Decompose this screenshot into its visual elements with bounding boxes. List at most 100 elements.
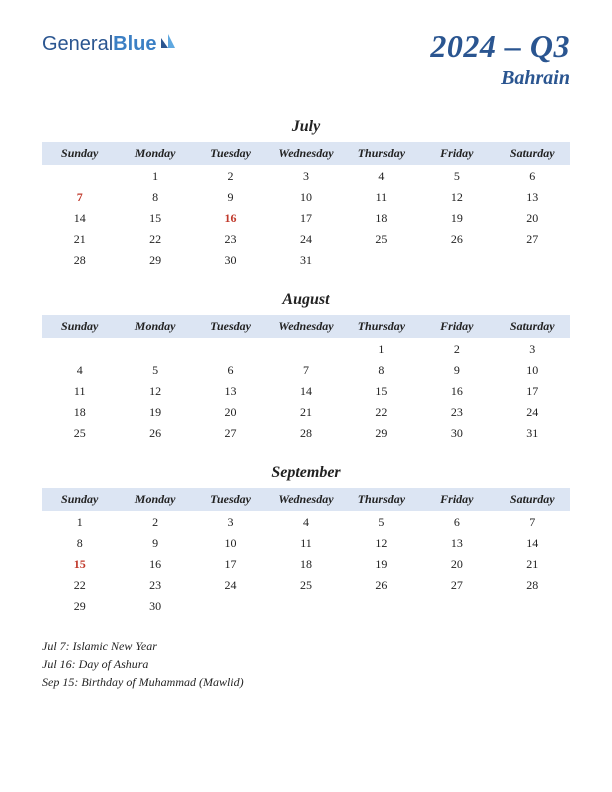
day-cell: 8 — [344, 360, 419, 381]
day-header: Friday — [419, 315, 494, 339]
day-cell: 6 — [193, 360, 268, 381]
day-cell: 6 — [495, 166, 570, 188]
day-cell: 27 — [419, 575, 494, 596]
calendar-table: SundayMondayTuesdayWednesdayThursdayFrid… — [42, 488, 570, 617]
day-cell: 30 — [193, 250, 268, 271]
day-cell: 19 — [117, 402, 192, 423]
day-cell: 1 — [344, 339, 419, 361]
day-cell: 7 — [495, 512, 570, 534]
day-cell: 25 — [344, 229, 419, 250]
day-cell: 23 — [117, 575, 192, 596]
table-row: 11121314151617 — [42, 381, 570, 402]
day-cell: 31 — [495, 423, 570, 444]
day-header: Monday — [117, 488, 192, 512]
day-cell: 24 — [193, 575, 268, 596]
day-cell — [419, 596, 494, 617]
table-row: 28293031 — [42, 250, 570, 271]
day-header: Thursday — [344, 315, 419, 339]
day-cell: 15 — [344, 381, 419, 402]
table-row: 18192021222324 — [42, 402, 570, 423]
holiday-entry: Jul 16: Day of Ashura — [42, 655, 570, 673]
holiday-entry: Sep 15: Birthday of Muhammad (Mawlid) — [42, 673, 570, 691]
day-cell: 1 — [42, 512, 117, 534]
day-cell: 20 — [193, 402, 268, 423]
day-cell: 22 — [344, 402, 419, 423]
day-cell: 5 — [419, 166, 494, 188]
table-row: 45678910 — [42, 360, 570, 381]
day-cell: 1 — [117, 166, 192, 188]
day-cell: 5 — [344, 512, 419, 534]
day-cell — [42, 339, 117, 361]
table-row: 22232425262728 — [42, 575, 570, 596]
day-header: Saturday — [495, 142, 570, 166]
holiday-entry: Jul 7: Islamic New Year — [42, 637, 570, 655]
day-header: Tuesday — [193, 142, 268, 166]
day-cell: 28 — [495, 575, 570, 596]
day-cell: 2 — [193, 166, 268, 188]
day-cell: 26 — [344, 575, 419, 596]
day-cell: 15 — [117, 208, 192, 229]
day-header: Tuesday — [193, 488, 268, 512]
table-row: 123456 — [42, 166, 570, 188]
day-cell: 10 — [193, 533, 268, 554]
month-name: September — [42, 464, 570, 482]
day-cell: 2 — [117, 512, 192, 534]
day-cell: 12 — [419, 187, 494, 208]
day-cell: 26 — [117, 423, 192, 444]
day-cell: 4 — [344, 166, 419, 188]
day-cell: 14 — [268, 381, 343, 402]
day-cell: 30 — [117, 596, 192, 617]
calendar-table: SundayMondayTuesdayWednesdayThursdayFrid… — [42, 142, 570, 271]
day-cell: 20 — [495, 208, 570, 229]
day-cell: 30 — [419, 423, 494, 444]
day-cell: 19 — [419, 208, 494, 229]
table-row: 123 — [42, 339, 570, 361]
day-cell: 21 — [268, 402, 343, 423]
month-block: JulySundayMondayTuesdayWednesdayThursday… — [42, 118, 570, 271]
day-cell: 4 — [42, 360, 117, 381]
logo-text-2: Blue — [113, 33, 156, 56]
day-cell: 16 — [117, 554, 192, 575]
day-cell: 3 — [495, 339, 570, 361]
title-sub: Bahrain — [430, 67, 570, 90]
day-header: Saturday — [495, 315, 570, 339]
day-cell: 16 — [193, 208, 268, 229]
day-cell: 11 — [268, 533, 343, 554]
day-cell: 5 — [117, 360, 192, 381]
day-cell — [268, 596, 343, 617]
header: GeneralBlue 2024 – Q3 Bahrain — [42, 28, 570, 90]
day-cell: 27 — [193, 423, 268, 444]
logo: GeneralBlue — [42, 32, 177, 56]
day-cell: 6 — [419, 512, 494, 534]
logo-icon — [159, 32, 177, 56]
day-cell: 31 — [268, 250, 343, 271]
day-cell: 25 — [42, 423, 117, 444]
table-row: 891011121314 — [42, 533, 570, 554]
day-cell: 23 — [419, 402, 494, 423]
day-cell: 4 — [268, 512, 343, 534]
day-cell: 28 — [42, 250, 117, 271]
day-cell: 22 — [42, 575, 117, 596]
day-cell: 13 — [495, 187, 570, 208]
table-row: 14151617181920 — [42, 208, 570, 229]
day-header: Sunday — [42, 142, 117, 166]
day-cell: 13 — [193, 381, 268, 402]
day-cell: 15 — [42, 554, 117, 575]
day-header: Saturday — [495, 488, 570, 512]
day-cell: 7 — [268, 360, 343, 381]
day-cell — [117, 339, 192, 361]
day-cell: 10 — [268, 187, 343, 208]
title-main: 2024 – Q3 — [430, 28, 570, 65]
day-cell: 9 — [117, 533, 192, 554]
months-container: JulySundayMondayTuesdayWednesdayThursday… — [42, 118, 570, 617]
day-cell — [268, 339, 343, 361]
holiday-list: Jul 7: Islamic New YearJul 16: Day of As… — [42, 637, 570, 691]
day-header: Friday — [419, 488, 494, 512]
day-cell: 13 — [419, 533, 494, 554]
day-cell: 17 — [495, 381, 570, 402]
calendar-table: SundayMondayTuesdayWednesdayThursdayFrid… — [42, 315, 570, 444]
day-cell: 24 — [268, 229, 343, 250]
day-cell: 11 — [344, 187, 419, 208]
table-row: 25262728293031 — [42, 423, 570, 444]
day-cell: 27 — [495, 229, 570, 250]
